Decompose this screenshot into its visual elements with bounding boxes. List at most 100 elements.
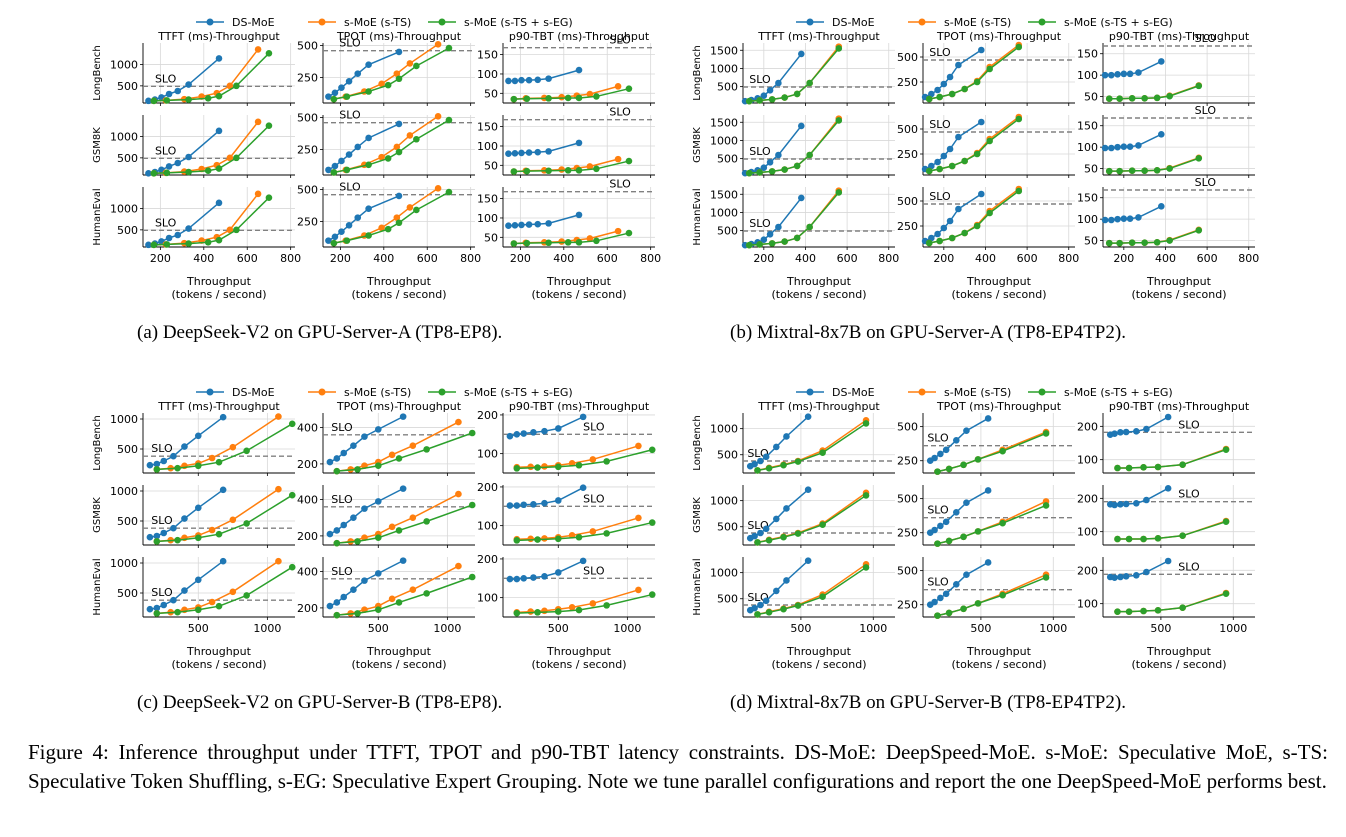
subcaption-c: (c) DeepSeek-V2 on GPU-Server-B (TP8-EP8…: [137, 692, 503, 713]
data-point-eg: [395, 527, 403, 534]
panel-humaneval-tpot: 250 500 SLO 200 400 600 800: [897, 185, 1079, 265]
y-tick-label: 500: [117, 443, 138, 456]
data-point-eg: [343, 93, 351, 100]
legend-label-ts: s-MoE (s-TS): [944, 16, 1011, 29]
data-point-ds: [554, 569, 562, 576]
y-tick-label: 1000: [710, 134, 738, 147]
data-point-ds: [1126, 215, 1134, 223]
x-axis-label: Throughput: [786, 645, 852, 658]
data-point-eg: [780, 605, 787, 613]
x-tick-label: 400: [975, 252, 996, 265]
data-point-eg: [354, 538, 361, 545]
data-point-eg: [1114, 608, 1121, 615]
data-point-ts: [393, 143, 401, 151]
series-line-ts: [333, 43, 439, 100]
data-point-ds: [340, 593, 348, 601]
data-point-ds: [955, 133, 962, 141]
data-point-eg: [1114, 535, 1121, 543]
data-point-ds: [766, 158, 774, 166]
panel-humaneval-p90-tbt: 50 100 150 SLO 200 400 600 800: [1077, 176, 1259, 265]
data-point-ds: [174, 159, 182, 167]
data-point-ds: [518, 221, 525, 229]
data-point-ds: [1120, 70, 1128, 78]
data-point-eg: [768, 96, 776, 103]
data-point-ts: [455, 562, 462, 570]
row-label: GSM8K: [692, 127, 703, 163]
data-point-eg: [215, 458, 223, 466]
data-point-eg: [1153, 166, 1161, 174]
data-point-eg: [174, 464, 181, 472]
data-point-eg: [1128, 239, 1136, 247]
y-tick-label: 1000: [710, 423, 738, 436]
data-point-ds: [506, 502, 514, 509]
data-point-eg: [999, 591, 1006, 599]
x-axis-label: Throughput: [1146, 645, 1212, 658]
data-point-eg: [545, 95, 552, 102]
data-point-eg: [960, 605, 967, 613]
data-point-eg: [423, 518, 430, 525]
data-point-eg: [648, 519, 656, 526]
data-point-ds: [952, 508, 960, 516]
y-tick-label: 500: [117, 587, 138, 600]
data-point-ts: [589, 456, 597, 463]
data-point-eg: [973, 78, 981, 86]
slo-label: SLO: [339, 181, 361, 194]
data-point-ds: [170, 452, 177, 460]
data-point-ds: [545, 148, 552, 155]
data-point-eg: [395, 599, 403, 606]
data-point-ts: [541, 607, 548, 615]
x-axis-label: Throughput: [966, 645, 1032, 658]
data-point-eg: [1222, 590, 1230, 597]
data-point-eg: [215, 530, 223, 538]
series-line-eg: [156, 566, 293, 615]
data-point-eg: [413, 62, 420, 70]
data-point-ds: [1164, 485, 1172, 492]
data-point-ds: [1158, 202, 1165, 210]
data-point-ds: [215, 55, 223, 62]
x-tick-label: 400: [1155, 252, 1176, 265]
y-tick-label: 500: [717, 449, 738, 462]
data-point-ds: [146, 605, 154, 613]
data-point-eg: [564, 239, 572, 246]
data-point-ds: [160, 601, 168, 609]
legend-label-eg: s-MoE (s-TS + s-EG): [464, 16, 573, 29]
data-point-ds: [1108, 144, 1115, 152]
data-point-eg: [233, 82, 240, 90]
panel-longbench-p90-tbt: 100 200 SLO: [477, 409, 656, 476]
data-point-eg: [925, 95, 933, 103]
x-axis-label-unit: (tokens / second): [771, 288, 866, 301]
column-title: p90-TBT (ms)-Throughput: [509, 400, 650, 413]
data-point-eg: [936, 93, 943, 101]
data-point-ds: [963, 571, 970, 579]
data-point-eg: [1222, 518, 1230, 525]
legend-label-ds: DS-MoE: [832, 16, 875, 29]
data-point-eg: [781, 166, 788, 173]
data-point-eg: [150, 169, 158, 177]
data-point-eg: [575, 606, 583, 614]
data-point-ts: [409, 442, 417, 450]
data-point-ds: [174, 231, 182, 239]
data-point-ds: [215, 199, 223, 207]
data-point-eg: [423, 590, 430, 597]
slo-label: SLO: [749, 145, 771, 158]
panel-humaneval-p90-tbt: 50 100 150 SLO 200 400 600 800: [477, 178, 661, 265]
data-point-ds: [365, 61, 372, 69]
data-point-eg: [1166, 165, 1173, 172]
data-point-ts: [527, 463, 534, 471]
y-tick-label: 100: [477, 448, 498, 461]
data-point-ts: [541, 535, 548, 542]
x-axis-label-unit: (tokens / second): [531, 658, 626, 671]
data-point-ds: [1111, 574, 1118, 581]
data-point-eg: [1116, 239, 1123, 247]
data-point-eg: [1116, 167, 1123, 175]
figure-caption-text: Inference throughput under TTFT, TPOT an…: [28, 740, 1328, 793]
y-tick-label: 400: [297, 422, 318, 435]
data-point-eg: [806, 79, 813, 87]
y-tick-label: 1000: [110, 485, 138, 498]
series-line-ts: [937, 431, 1047, 473]
panel-longbench-tpot: 250 500 SLO: [897, 413, 1075, 476]
data-point-eg: [745, 241, 753, 249]
data-point-eg: [781, 238, 788, 245]
data-point-ds: [181, 587, 188, 594]
x-tick-label: 1000: [1219, 622, 1247, 635]
